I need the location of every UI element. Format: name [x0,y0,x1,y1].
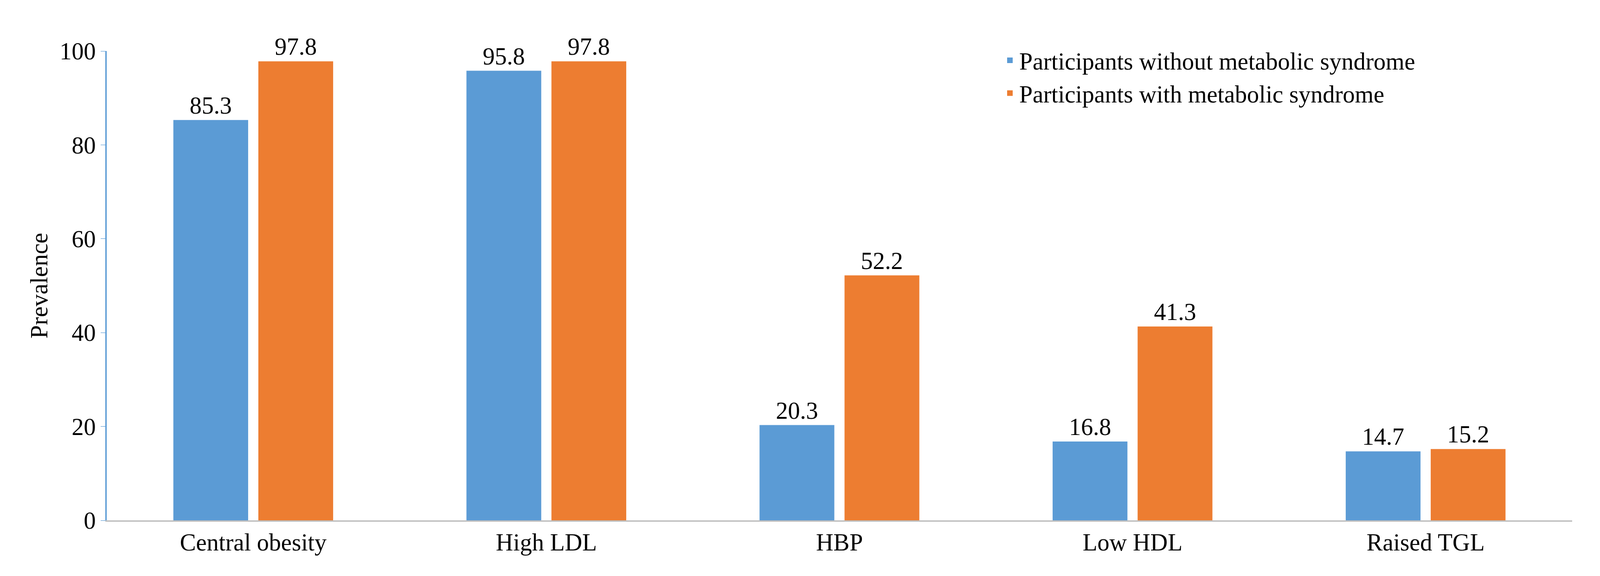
svg-text:95.8: 95.8 [482,43,526,70]
svg-text:Central obesity: Central obesity [179,529,327,556]
svg-text:97.8: 97.8 [274,33,317,60]
svg-text:100: 100 [59,38,97,65]
svg-text:Participants without metabolic: Participants without metabolic syndrome [1019,48,1416,75]
svg-text:0: 0 [83,507,97,534]
svg-text:52.2: 52.2 [861,247,904,275]
svg-text:Low HDL: Low HDL [1082,529,1183,556]
svg-text:High LDL: High LDL [495,529,598,556]
svg-text:41.3: 41.3 [1153,298,1196,326]
svg-text:20: 20 [71,413,97,441]
svg-text:Participants with metabolic sy: Participants with metabolic syndrome [1019,81,1385,108]
svg-text:97.8: 97.8 [567,33,611,60]
svg-text:40: 40 [71,319,97,347]
svg-text:80: 80 [71,132,97,159]
svg-text:15.2: 15.2 [1446,421,1490,448]
svg-text:Prevalence: Prevalence [25,232,53,339]
svg-text:16.8: 16.8 [1068,413,1112,441]
svg-text:85.3: 85.3 [189,92,232,119]
svg-text:14.7: 14.7 [1362,423,1405,450]
svg-text:HBP: HBP [816,529,863,556]
svg-text:60: 60 [71,225,97,253]
svg-text:Raised TGL: Raised TGL [1366,529,1485,556]
svg-text:20.3: 20.3 [775,397,818,425]
